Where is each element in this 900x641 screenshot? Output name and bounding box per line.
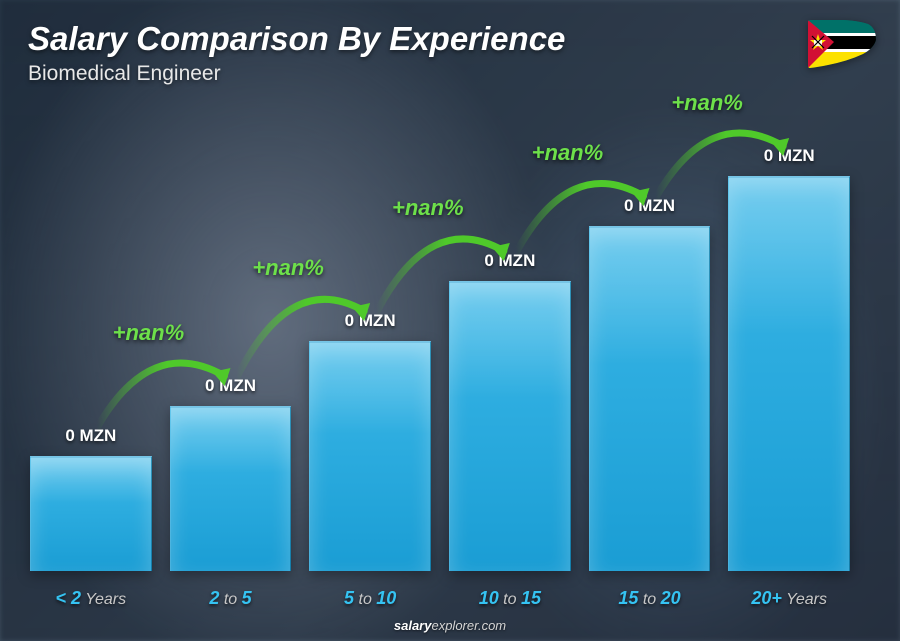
x-axis-labels: < 2 Years 2 to 5 5 to 10 10 to 15 15 to 20 20…	[30, 588, 850, 609]
x-axis-label: 10 to 15	[449, 588, 571, 609]
bar-group: 0 MZN	[30, 426, 152, 571]
x-axis-label: 15 to 20	[589, 588, 711, 609]
bar-group: 0 MZN	[309, 311, 431, 571]
bar-value-label: 0 MZN	[624, 196, 675, 216]
bar-value-label: 0 MZN	[484, 251, 535, 271]
footer-rest: explorer.com	[431, 618, 506, 633]
bar-group: 0 MZN	[728, 146, 850, 571]
bar-value-label: 0 MZN	[345, 311, 396, 331]
x-axis-label: 2 to 5	[170, 588, 292, 609]
delta-label: +nan%	[113, 320, 185, 346]
bar	[449, 281, 571, 571]
delta-label: +nan%	[532, 140, 604, 166]
bar	[170, 406, 292, 571]
bar	[589, 226, 711, 571]
footer-brand: salary	[394, 618, 432, 633]
x-axis-label: 20+ Years	[728, 588, 850, 609]
bar-group: 0 MZN	[170, 376, 292, 571]
mozambique-flag-icon	[808, 20, 876, 68]
x-axis-label: < 2 Years	[30, 588, 152, 609]
bar-value-label: 0 MZN	[764, 146, 815, 166]
delta-label: +nan%	[671, 90, 743, 116]
bar	[30, 456, 152, 571]
bar-value-label: 0 MZN	[65, 426, 116, 446]
bar	[309, 341, 431, 571]
footer-attribution: salaryexplorer.com	[0, 618, 900, 633]
x-axis-label: 5 to 10	[309, 588, 431, 609]
chart-title: Salary Comparison By Experience	[28, 20, 565, 58]
bar-group: 0 MZN	[449, 251, 571, 571]
bar	[728, 176, 850, 571]
chart-subtitle: Biomedical Engineer	[28, 62, 221, 86]
bar-group: 0 MZN	[589, 196, 711, 571]
bar-value-label: 0 MZN	[205, 376, 256, 396]
infographic-content: Salary Comparison By Experience Biomedic…	[0, 0, 900, 641]
delta-label: +nan%	[252, 255, 324, 281]
delta-label: +nan%	[392, 195, 464, 221]
